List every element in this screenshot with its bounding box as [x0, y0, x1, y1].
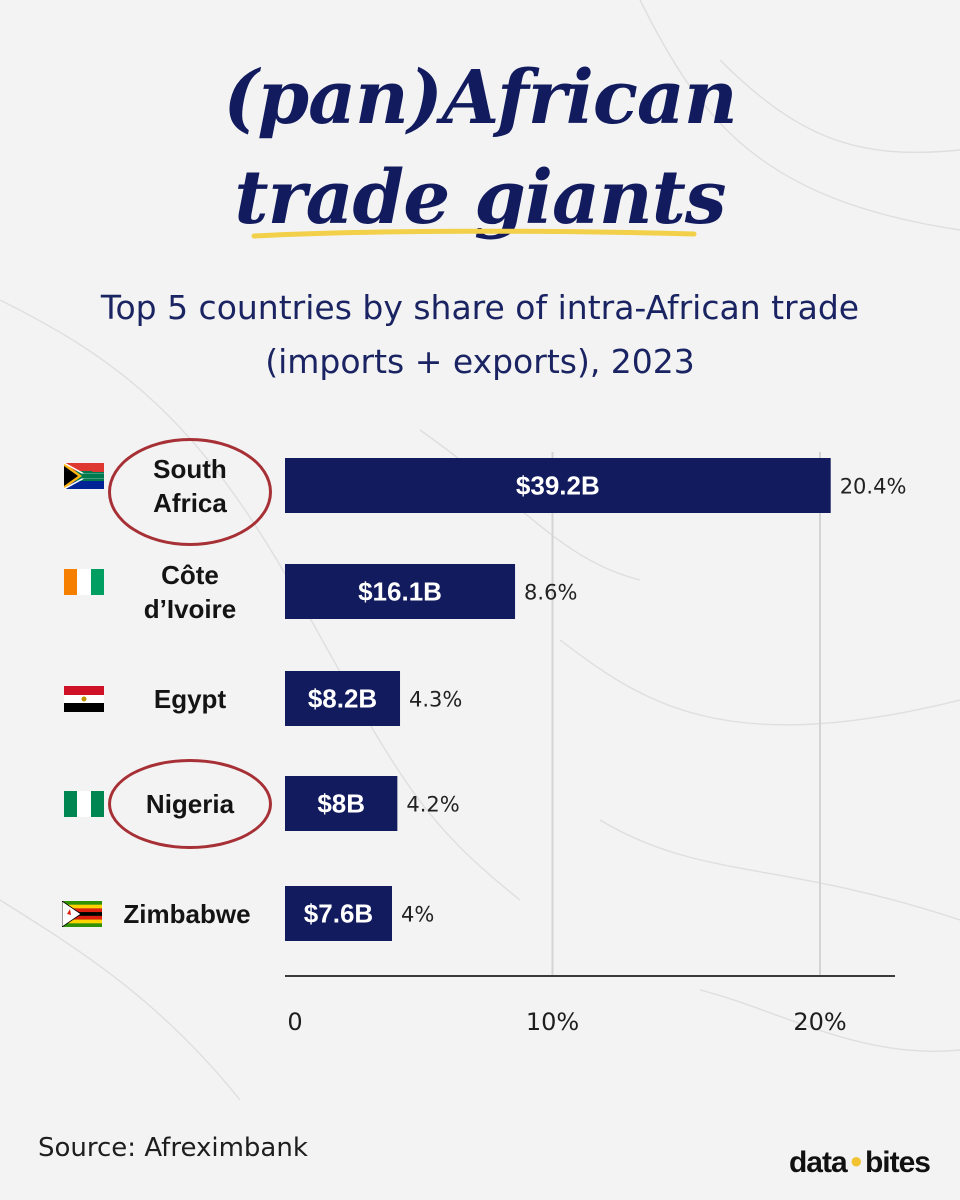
category-label: Zimbabwe	[102, 897, 272, 931]
bar	[285, 886, 392, 941]
source-note: Source: Afreximbank	[38, 1133, 308, 1163]
x-tick-label: 20%	[793, 1008, 846, 1036]
zimbabwe-flag-icon	[62, 900, 102, 927]
bar-value-label: $7.6B	[304, 899, 373, 929]
bar-percent-label: 8.6%	[524, 581, 577, 605]
bar-value-label: $8.2B	[308, 684, 377, 714]
subtitle-line-2: (imports + exports), 2023	[265, 342, 695, 381]
bar-value-label: $8B	[317, 789, 365, 819]
brand-right: bites	[864, 1146, 931, 1179]
highlight-ring	[108, 758, 272, 849]
category-label: Egypt	[105, 682, 275, 716]
category-label-line: Zimbabwe	[123, 898, 251, 929]
nigeria-flag-icon	[64, 790, 104, 817]
bar-value-label: $16.1B	[358, 577, 442, 607]
brand-left: data	[788, 1146, 848, 1179]
brand-logo: data ● bites	[788, 1146, 931, 1180]
cote-divoire-flag-icon	[64, 568, 104, 595]
bar-value-label: $39.2B	[516, 471, 600, 501]
title-line-1: (pan)African	[223, 55, 737, 141]
title-underline	[251, 228, 697, 239]
bar-percent-label: 4.3%	[409, 688, 462, 712]
brand-dot-icon: ●	[849, 1148, 863, 1173]
bar-percent-label: 4.2%	[406, 793, 459, 817]
title-line-2: trade giants	[234, 155, 726, 241]
bar-percent-label: 4%	[401, 903, 434, 927]
bar	[285, 776, 398, 831]
bar	[285, 564, 516, 619]
bar	[285, 458, 831, 513]
category-label-line: Egypt	[153, 683, 227, 714]
subtitle-line-1: Top 5 countries by share of intra-Africa…	[100, 288, 860, 327]
bar-percent-label: 20.4%	[840, 475, 907, 499]
x-tick-label: 10%	[526, 1008, 579, 1036]
category-label-line: Côte	[161, 559, 219, 590]
category-label: Côte d’Ivoire	[105, 558, 275, 626]
x-tick-label: 0	[287, 1008, 302, 1036]
egypt-flag-icon	[64, 685, 104, 712]
bar	[285, 671, 401, 726]
category-label-line: d’Ivoire	[143, 593, 237, 624]
highlight-ring	[108, 437, 272, 546]
south-africa-flag-icon	[64, 462, 104, 489]
